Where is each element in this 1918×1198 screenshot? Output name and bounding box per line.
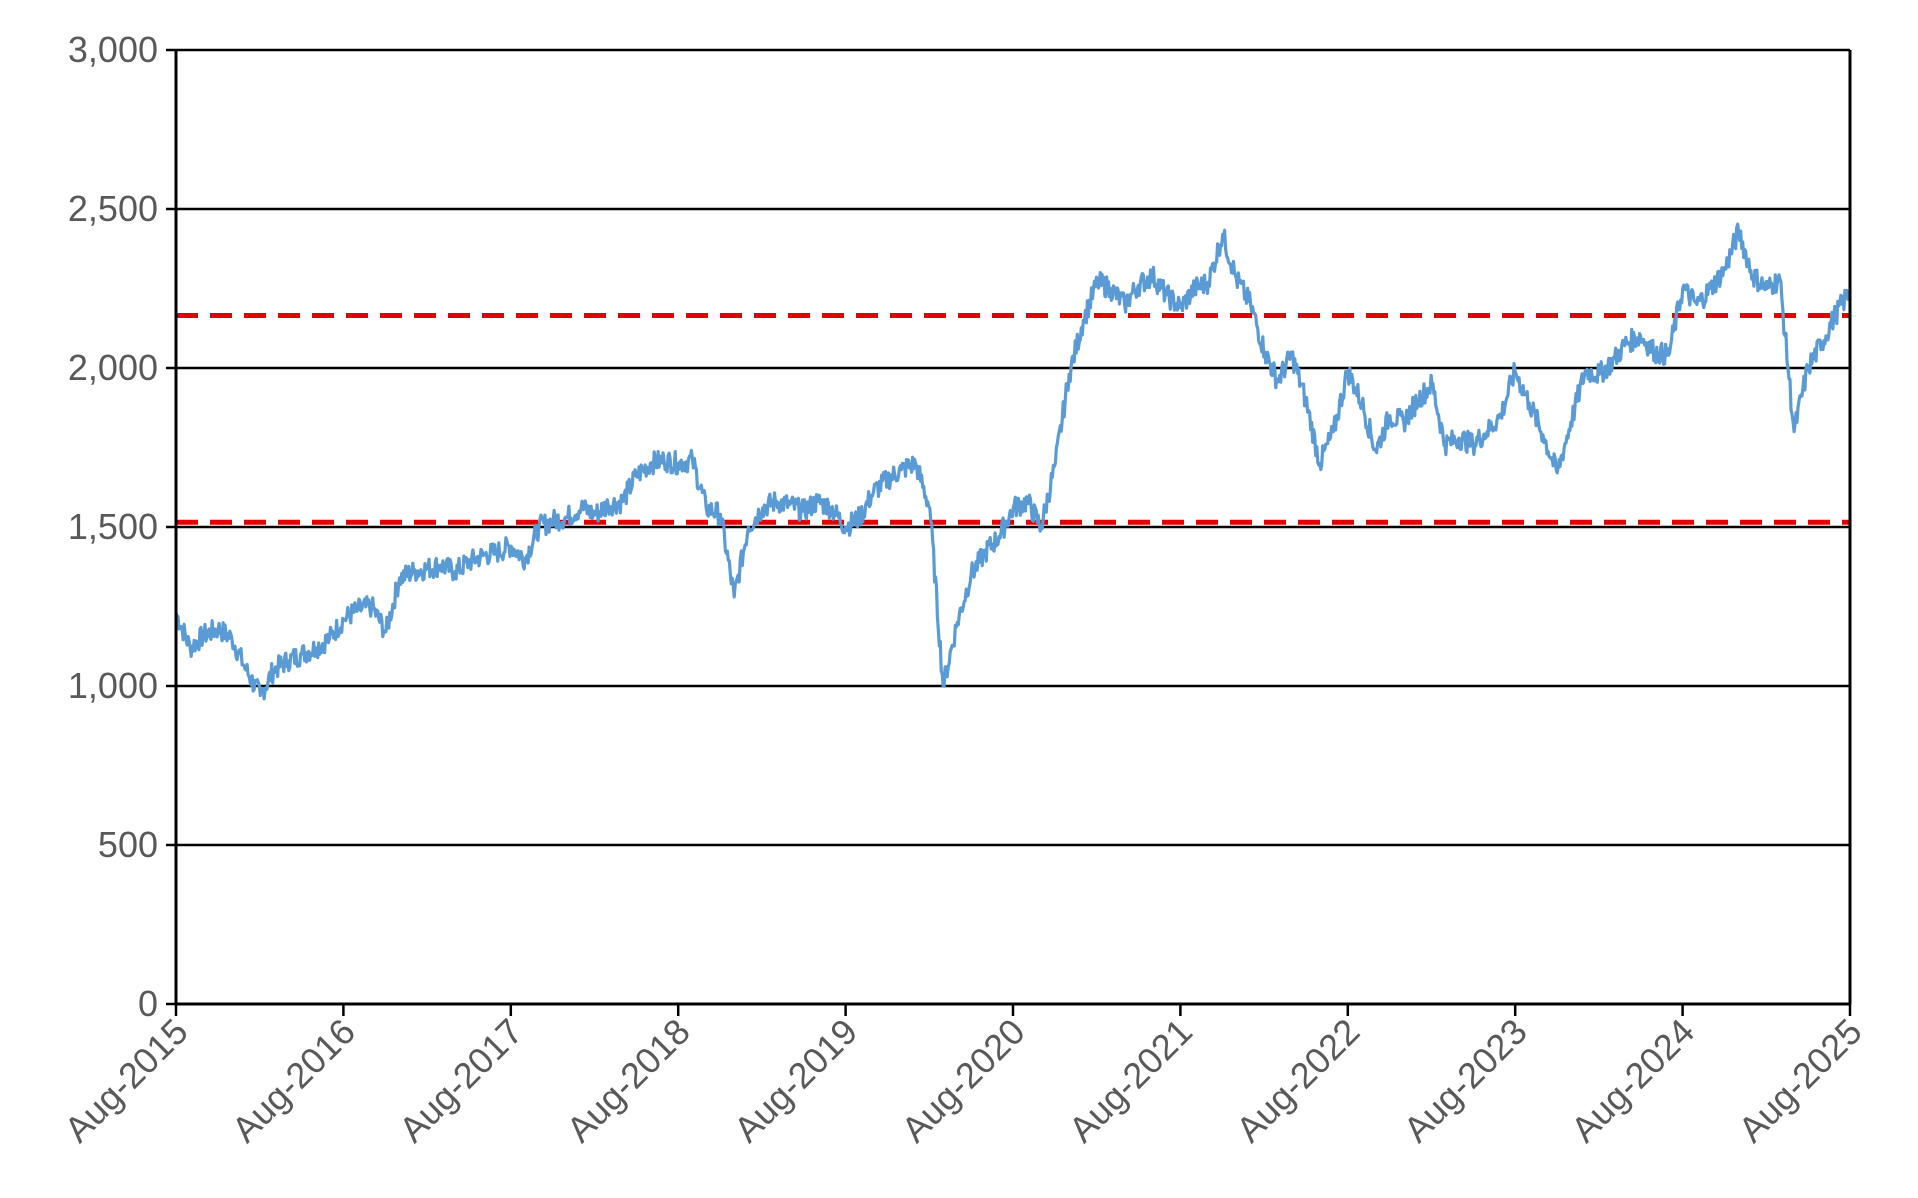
axes (166, 48, 1852, 1016)
y-tick-label: 2,500 (68, 188, 158, 229)
x-tick-label: Aug-2019 (726, 1011, 865, 1150)
y-tick-label: 500 (98, 824, 158, 865)
series-layer (174, 222, 1852, 701)
y-tick-label: 1,000 (68, 665, 158, 706)
y-tick-label: 2,000 (68, 347, 158, 388)
y-tick-label: 3,000 (68, 29, 158, 70)
x-tick-label: Aug-2021 (1061, 1011, 1200, 1150)
series-line-0 (174, 222, 1852, 701)
x-tick-label: Aug-2017 (391, 1011, 530, 1150)
y-tick-label: 1,500 (68, 506, 158, 547)
x-tick-label: Aug-2018 (558, 1011, 697, 1150)
y-tick-label: 0 (138, 983, 158, 1024)
x-tick-label: Aug-2025 (1730, 1011, 1869, 1150)
x-tick-label: Aug-2015 (56, 1011, 195, 1150)
x-tick-label: Aug-2016 (224, 1011, 363, 1150)
x-tick-label: Aug-2020 (893, 1011, 1032, 1150)
gridlines (176, 48, 1850, 847)
reference-lines (176, 313, 1850, 525)
x-tick-label: Aug-2022 (1228, 1011, 1367, 1150)
x-tick-label: Aug-2023 (1395, 1011, 1534, 1150)
x-tick-label: Aug-2024 (1563, 1011, 1702, 1150)
